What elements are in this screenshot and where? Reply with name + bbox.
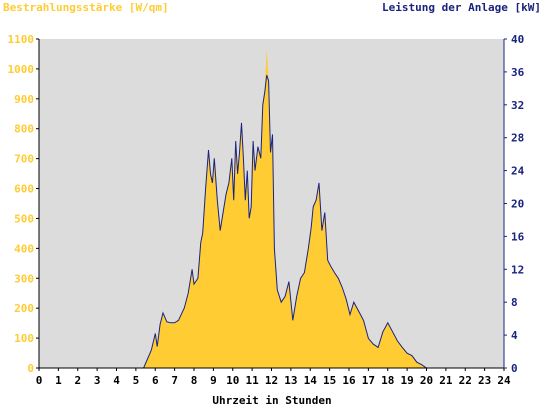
left-tick-label: 100 xyxy=(14,332,34,345)
right-tick-label: 28 xyxy=(511,132,524,145)
x-tick-label: 3 xyxy=(94,374,101,387)
right-tick-label: 24 xyxy=(511,165,525,178)
x-tick-label: 17 xyxy=(362,374,375,387)
x-tick-label: 21 xyxy=(439,374,453,387)
x-tick-label: 14 xyxy=(304,374,318,387)
left-tick-label: 200 xyxy=(14,302,34,315)
right-tick-label: 4 xyxy=(511,329,518,342)
right-tick-label: 16 xyxy=(511,230,525,243)
irradiance-area-series xyxy=(39,48,504,368)
left-tick-label: 1100 xyxy=(8,33,35,46)
x-tick-label: 16 xyxy=(342,374,356,387)
right-tick-label: 36 xyxy=(511,66,525,79)
x-tick-label: 24 xyxy=(497,374,511,387)
right-tick-label: 12 xyxy=(511,263,524,276)
x-tick-label: 1 xyxy=(55,374,62,387)
left-tick-label: 700 xyxy=(14,153,34,166)
left-tick-label: 500 xyxy=(14,212,34,225)
x-tick-label: 15 xyxy=(323,374,336,387)
left-tick-label: 800 xyxy=(14,123,34,136)
x-tick-label: 22 xyxy=(459,374,472,387)
x-tick-label: 13 xyxy=(284,374,297,387)
x-tick-label: 5 xyxy=(133,374,140,387)
right-tick-label: 32 xyxy=(511,99,524,112)
x-tick-label: 8 xyxy=(191,374,198,387)
power-line-series xyxy=(39,75,504,369)
x-tick-label: 18 xyxy=(381,374,394,387)
x-tick-label: 9 xyxy=(210,374,217,387)
x-tick-label: 10 xyxy=(226,374,239,387)
x-tick-label: 19 xyxy=(401,374,414,387)
x-tick-label: 12 xyxy=(265,374,278,387)
x-tick-label: 20 xyxy=(420,374,433,387)
x-tick-label: 4 xyxy=(113,374,120,387)
right-tick-label: 20 xyxy=(511,198,524,211)
left-axis-title: Bestrahlungsstärke [W/qm] xyxy=(3,1,169,14)
right-tick-label: 40 xyxy=(511,33,524,46)
x-tick-label: 7 xyxy=(171,374,178,387)
x-tick-label: 11 xyxy=(246,374,260,387)
left-tick-label: 400 xyxy=(14,242,34,255)
left-tick-label: 900 xyxy=(14,93,34,106)
x-tick-label: 2 xyxy=(74,374,81,387)
x-axis-title: Uhrzeit in Stunden xyxy=(212,394,332,407)
x-tick-label: 23 xyxy=(478,374,491,387)
left-tick-label: 600 xyxy=(14,183,34,196)
x-tick-label: 6 xyxy=(152,374,159,387)
right-tick-label: 8 xyxy=(511,296,518,309)
right-tick-label: 0 xyxy=(511,362,518,375)
left-tick-label: 0 xyxy=(27,362,34,375)
x-tick-label: 0 xyxy=(36,374,43,387)
left-tick-label: 300 xyxy=(14,272,34,285)
right-axis-title: Leistung der Anlage [kW] xyxy=(382,1,541,14)
left-tick-label: 1000 xyxy=(8,63,35,76)
